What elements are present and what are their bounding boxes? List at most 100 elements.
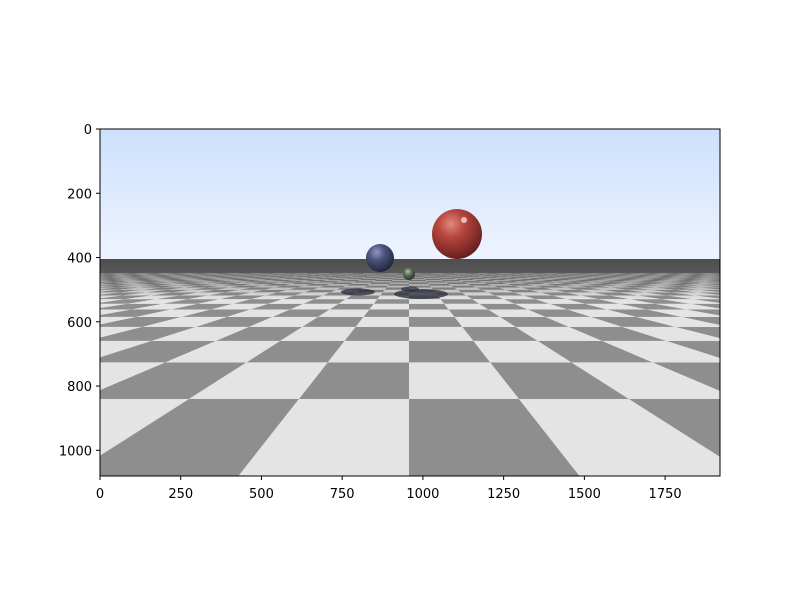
floor-tile — [290, 303, 339, 310]
x-tick-label: 1750 — [649, 487, 682, 502]
floor-tile — [30, 295, 94, 299]
floor-tile — [409, 399, 580, 476]
floor-tile — [54, 276, 83, 277]
shadow-red-sphere — [394, 289, 448, 299]
floor-tile — [409, 316, 463, 327]
floor-tile — [527, 309, 591, 317]
y-tick-label: 0 — [84, 123, 92, 138]
floor-tile — [723, 284, 765, 286]
floor-tile — [100, 399, 189, 456]
floor-tile — [488, 309, 546, 317]
floor-tile — [227, 309, 291, 317]
floor-tile — [661, 299, 720, 304]
y-tick-label: 600 — [67, 316, 92, 331]
floor-tile — [47, 274, 73, 275]
floor-tile — [42, 276, 70, 277]
floor-tile — [723, 290, 776, 293]
floor-tile — [740, 281, 778, 282]
floor-tile — [318, 309, 370, 317]
floor-tile — [722, 278, 753, 279]
floor-tile — [233, 299, 283, 304]
floor-tile — [725, 299, 796, 304]
floor-tile — [74, 273, 97, 274]
floor-tile — [198, 299, 252, 304]
x-tick-label: 0 — [96, 487, 104, 502]
floor-tile — [409, 340, 491, 363]
floor-tile — [100, 299, 125, 303]
floor-tile — [40, 281, 78, 282]
x-axis: 0 250 500 750 1000 1250 1500 1750 — [96, 476, 682, 502]
floor-tile — [479, 303, 528, 310]
floor-tile — [100, 362, 247, 399]
floor-tile — [721, 273, 744, 274]
floor-tile — [729, 327, 800, 341]
floor-tile — [100, 326, 196, 341]
floor-tile — [127, 299, 188, 304]
floor-tile — [56, 282, 95, 283]
floor-tile — [726, 309, 800, 316]
floor-tile — [757, 281, 796, 282]
floor-tile — [36, 292, 94, 295]
floor-tile — [722, 280, 757, 281]
floor-tile — [629, 399, 720, 457]
floor-tile — [472, 299, 515, 304]
floor-tile — [142, 316, 228, 327]
floor-tile — [338, 299, 378, 304]
floor-tile — [630, 299, 691, 304]
floor-tile — [607, 309, 682, 317]
floor-tile — [721, 276, 750, 277]
floor-tile — [636, 316, 720, 327]
x-tick-label: 1000 — [406, 487, 439, 502]
floor-tile — [723, 288, 772, 290]
floor-tile — [602, 340, 720, 363]
floor-tile — [100, 309, 172, 317]
floor-tile — [30, 279, 65, 280]
floor-tile — [619, 303, 687, 310]
floor-tile — [8, 292, 68, 295]
floor-tile — [622, 326, 720, 341]
floor-tile — [327, 340, 409, 363]
y-axis: 0 200 400 600 800 1000 — [59, 123, 100, 459]
floor-tile — [721, 274, 746, 275]
floor-tile — [724, 295, 788, 299]
floor-tile — [26, 280, 63, 281]
floor-tile — [744, 274, 769, 275]
floor-tile — [738, 280, 774, 281]
red-sphere — [432, 209, 482, 259]
floor-tile — [444, 303, 489, 310]
floor-tile — [0, 399, 79, 476]
floor-tile — [754, 273, 778, 274]
floor-tile — [373, 299, 409, 304]
x-tick-label: 500 — [249, 487, 274, 502]
floor-tile — [737, 279, 771, 280]
x-tick-label: 250 — [168, 487, 193, 502]
floor-tile — [743, 273, 767, 274]
floor-tile — [59, 274, 85, 275]
floor-tile — [195, 316, 273, 327]
floor-tile — [499, 316, 569, 327]
y-tick-label: 200 — [67, 187, 92, 202]
floor-tile — [34, 278, 67, 279]
floor-tile — [756, 274, 781, 275]
floor-tile — [755, 280, 792, 281]
floor-tile — [165, 340, 281, 363]
floor-tile — [759, 282, 800, 283]
floor-tile — [151, 326, 250, 341]
floor-tile — [545, 316, 623, 327]
shadow-green-sphere — [401, 286, 419, 292]
floor-tile — [46, 288, 95, 290]
floor-tile — [690, 303, 720, 309]
floor-tile — [757, 274, 784, 275]
floor-tile — [733, 274, 758, 275]
floor-tile — [171, 303, 234, 310]
floor-tile — [753, 279, 788, 280]
floor-tile — [448, 309, 500, 317]
floor-tile — [210, 303, 269, 310]
floor-tile — [745, 274, 771, 275]
floor-tile — [272, 309, 330, 317]
floor-tile — [473, 340, 572, 363]
floor-tile — [666, 340, 720, 358]
floor-tile — [0, 341, 87, 362]
floor-tile — [734, 275, 761, 276]
